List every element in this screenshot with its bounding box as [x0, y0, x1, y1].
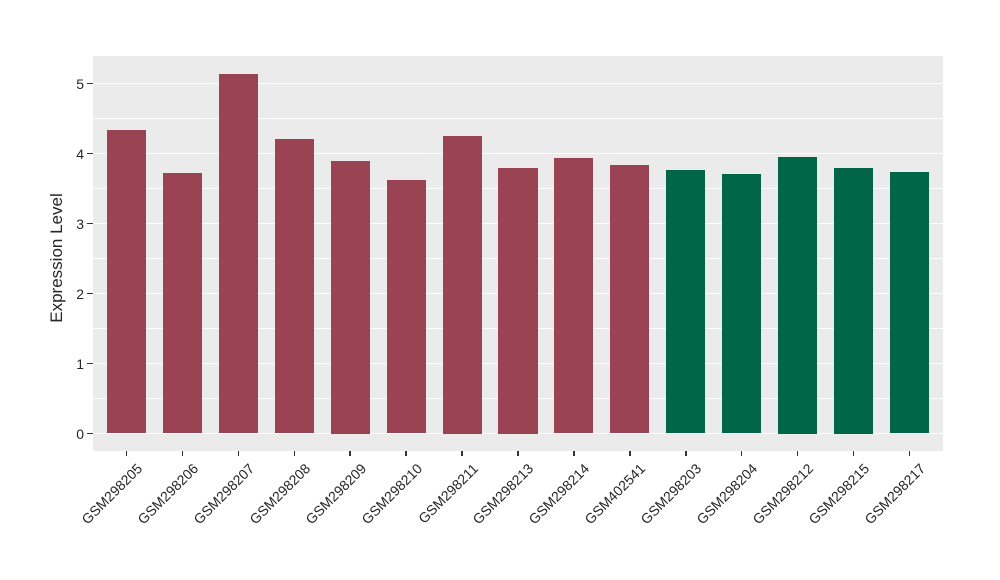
x-tick-mark: [685, 451, 687, 456]
bar-GSM298211: [442, 136, 482, 434]
y-tick-mark: [87, 362, 93, 365]
bar-GSM298217: [889, 171, 930, 434]
minor-gridline: [93, 118, 943, 119]
x-tick-mark: [461, 451, 463, 456]
y-tick-label: 5: [76, 75, 84, 92]
x-tick-mark: [517, 451, 519, 456]
major-gridline: [93, 82, 943, 85]
y-tick-label: 0: [76, 425, 84, 442]
x-tick-mark: [629, 451, 631, 456]
y-tick-mark: [87, 82, 93, 85]
x-tick-mark: [573, 451, 575, 456]
bar-GSM298213: [498, 167, 538, 434]
bar-GSM298214: [554, 158, 594, 434]
bar-GSM298207: [218, 74, 258, 434]
bar-GSM298204: [722, 173, 762, 434]
x-tick-mark: [125, 451, 128, 456]
x-tick-mark: [908, 451, 911, 456]
y-tick-label: 4: [76, 145, 84, 162]
x-tick-mark: [796, 451, 799, 456]
bar-GSM298208: [274, 138, 314, 434]
bar-GSM298210: [386, 180, 426, 434]
y-tick-mark: [87, 432, 93, 435]
y-tick-mark: [87, 222, 93, 225]
x-tick-mark: [237, 451, 240, 456]
y-tick-label: 3: [76, 215, 84, 232]
x-tick-mark: [181, 451, 184, 456]
y-tick-mark: [87, 152, 93, 155]
y-tick-mark: [87, 292, 93, 295]
bar-GSM402541: [610, 164, 650, 434]
x-tick-mark: [349, 451, 351, 456]
major-gridline: [93, 432, 943, 435]
x-tick-mark: [293, 451, 296, 456]
bar-GSM298209: [330, 160, 370, 434]
x-tick-mark: [740, 451, 743, 456]
y-axis-title: Expression Level: [47, 192, 66, 323]
bar-GSM298206: [162, 173, 203, 434]
y-tick-label: 2: [76, 285, 84, 302]
bar-GSM298205: [106, 129, 147, 434]
bar-GSM298203: [666, 169, 706, 434]
y-tick-label: 1: [76, 355, 84, 372]
x-tick-mark: [852, 451, 855, 456]
bar-GSM298212: [778, 157, 818, 434]
bar-GSM298215: [833, 167, 874, 434]
x-tick-mark: [405, 451, 407, 456]
major-gridline: [93, 152, 943, 155]
